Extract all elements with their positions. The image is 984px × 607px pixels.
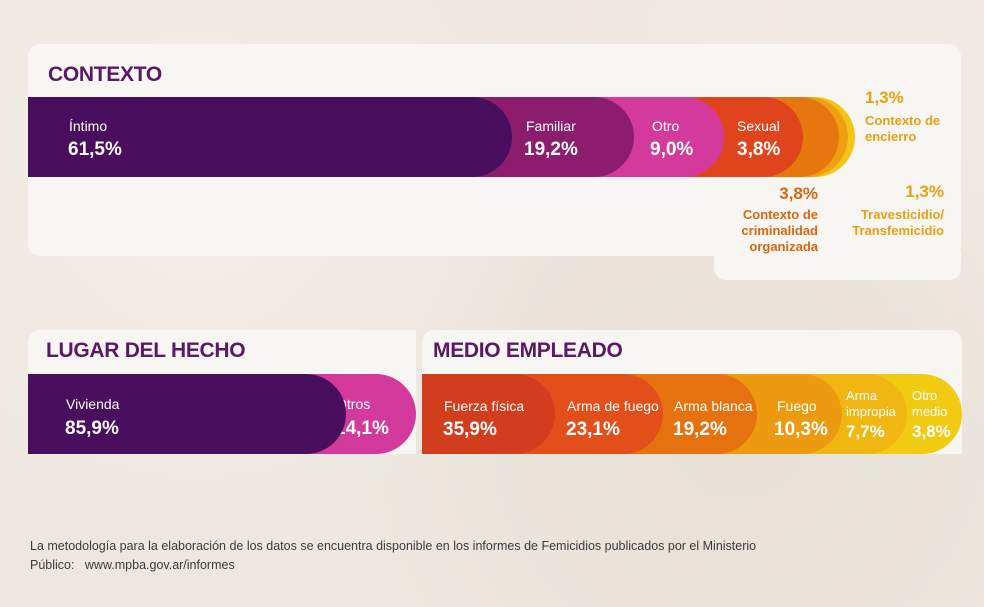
contexto-card-lower (28, 170, 961, 256)
medio-value-arma-impropia: 7,7% (846, 422, 885, 441)
footer-note: La metodología para la elaboración de lo… (30, 537, 830, 575)
annotation-criminalidad-label: Contexto de criminalidad organizada (741, 207, 818, 254)
footer-line-2: Público: www.mpba.gov.ar/informes (30, 558, 235, 572)
lugar-title: LUGAR DEL HECHO (46, 339, 246, 362)
annotation-travesticidio-value: 1,3% (905, 182, 944, 201)
medio-value-fuerza-fisica: 35,9% (443, 419, 497, 440)
contexto-title: CONTEXTO (48, 63, 162, 86)
annotation-criminalidad-value: 3,8% (779, 184, 818, 203)
contexto-value-otro: 9,0% (650, 139, 694, 160)
lugar-value-otros: 14,1% (335, 418, 389, 439)
medio-segment-fuerza-fisica: Fuerza física 35,9% (422, 374, 555, 454)
footer-line-1: La metodología para la elaboración de lo… (30, 539, 757, 553)
contexto-value-sexual: 3,8% (737, 139, 781, 160)
annotation-encierro: 1,3% Contexto de encierro (865, 88, 955, 145)
medio-value-arma-de-fuego: 23,1% (566, 419, 620, 440)
contexto-value-intimo: 61,5% (68, 139, 122, 160)
contexto-value-familiar: 19,2% (524, 139, 578, 160)
lugar-segment-vivienda: Vivienda 85,9% (28, 374, 346, 454)
medio-label-fuerza-fisica: Fuerza física (444, 398, 525, 414)
medio-label-arma-impropia: Arma impropia (846, 388, 896, 419)
medio-label-fuego: Fuego (777, 398, 817, 414)
medio-label-otro-medio: Otro medio (912, 388, 948, 419)
contexto-segment-intimo: Íntimo 61,5% (28, 97, 512, 177)
contexto-card-tab (714, 250, 961, 280)
contexto-label-familiar: Familiar (526, 118, 576, 134)
medio-title: MEDIO EMPLEADO (433, 339, 623, 362)
annotation-travesticidio: 1,3% Travesticidio/ Transfemicidio (842, 182, 944, 239)
annotation-encierro-value: 1,3% (865, 88, 904, 107)
medio-label-arma-de-fuego: Arma de fuego (567, 398, 659, 414)
medio-value-arma-blanca: 19,2% (673, 419, 727, 440)
medio-label-arma-blanca: Arma blanca (674, 398, 753, 414)
contexto-label-sexual: Sexual (737, 118, 780, 134)
contexto-label-intimo: Íntimo (69, 118, 108, 134)
lugar-label-vivienda: Vivienda (66, 396, 120, 412)
contexto-label-otro: Otro (652, 118, 680, 134)
medio-value-fuego: 10,3% (774, 419, 828, 440)
annotation-encierro-label: Contexto de encierro (865, 113, 941, 144)
annotation-travesticidio-label: Travesticidio/ Transfemicidio (852, 207, 944, 238)
medio-value-otro-medio: 3,8% (912, 422, 951, 441)
annotation-criminalidad: 3,8% Contexto de criminalidad organizada (718, 184, 818, 255)
lugar-value-vivienda: 85,9% (65, 418, 119, 439)
